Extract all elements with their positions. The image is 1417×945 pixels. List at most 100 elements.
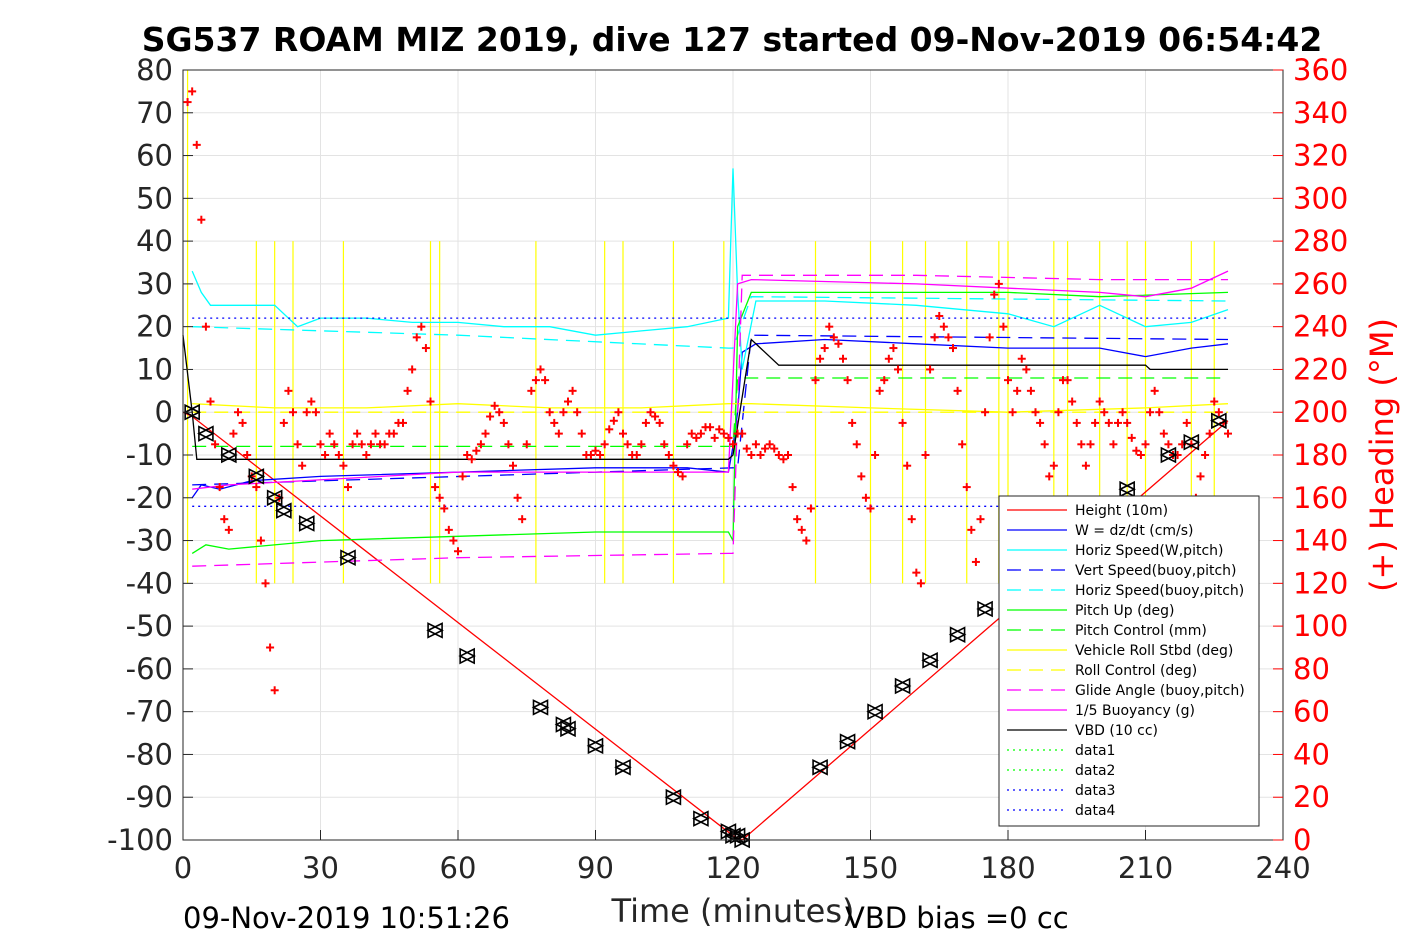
heading-point [600, 440, 609, 449]
heading-point [577, 429, 586, 438]
heading-point [1224, 429, 1232, 438]
depth-marker [866, 703, 884, 720]
series-line [192, 377, 1228, 448]
legend-label: Vert Speed(buoy,pitch) [1075, 563, 1237, 579]
depth-marker [692, 810, 710, 827]
legend-label: data3 [1075, 783, 1115, 799]
depth-marker-right [867, 703, 884, 720]
heading-point [252, 483, 261, 492]
heading-point [504, 440, 513, 449]
heading-point [541, 376, 550, 385]
y-tick-label-left: -100 [107, 823, 173, 857]
heading-point [1114, 418, 1122, 427]
heading-point [839, 354, 847, 363]
heading-point [188, 87, 197, 96]
y-tick-label-left: 40 [136, 224, 173, 258]
heading-point [1054, 408, 1063, 417]
heading-point [765, 440, 774, 449]
legend-label: Horiz Speed(W,pitch) [1075, 543, 1223, 559]
heading-point [467, 455, 476, 464]
heading-point [1022, 365, 1031, 374]
heading-point [380, 440, 389, 449]
heading-point [284, 386, 293, 395]
series-layer [182, 70, 1232, 849]
heading-point [632, 451, 641, 459]
heading-point [1123, 418, 1132, 427]
heading-point [1214, 408, 1223, 417]
heading-point [637, 440, 646, 449]
legend-label: data2 [1075, 763, 1115, 779]
heading-point [197, 215, 206, 224]
heading-point [311, 408, 320, 417]
y-tick-label-left: 0 [155, 395, 173, 429]
heading-point [476, 440, 485, 449]
depth-marker [948, 626, 967, 643]
heading-point [1063, 376, 1072, 385]
heading-point [1004, 376, 1012, 385]
y-tick-label-right: 0 [1293, 823, 1311, 857]
x-tick-label: 150 [843, 851, 898, 885]
heading-point [440, 504, 449, 513]
depth-marker [197, 425, 215, 442]
depth-marker [339, 549, 357, 566]
y-tick-label-left: 30 [136, 267, 173, 301]
depth-marker-right [894, 677, 912, 695]
y-tick-label-right: 240 [1293, 310, 1348, 344]
heading-point [788, 483, 797, 492]
heading-point [1136, 451, 1145, 459]
y-tick-label-left: -40 [126, 566, 173, 600]
heading-point [651, 412, 660, 421]
heading-point [1127, 433, 1136, 442]
y-tick-label-right: 300 [1293, 181, 1348, 215]
heading-point [1068, 397, 1077, 406]
heading-point [939, 322, 948, 331]
heading-point [463, 451, 472, 459]
x-tick-label: 90 [577, 851, 614, 885]
heading-point [1146, 408, 1155, 417]
heading-point [935, 311, 944, 320]
depth-marker-right [340, 549, 357, 566]
series-line [191, 168, 1229, 370]
heading-point [779, 455, 788, 464]
legend-box [998, 495, 1260, 827]
heading-point [536, 365, 545, 374]
heading-point [513, 493, 522, 502]
heading-point [875, 386, 884, 395]
heading-point [894, 365, 902, 374]
depth-marker-right [1183, 433, 1201, 451]
y-tick-label-left: -80 [126, 737, 173, 771]
y-tick-label-right: 360 [1293, 53, 1348, 87]
y-tick-label-left: -50 [126, 609, 173, 643]
depth-marker-right [198, 425, 215, 442]
heading-point [215, 483, 224, 492]
heading-point [843, 376, 852, 385]
footer-vbd-bias: VBD bias =0 cc [845, 901, 1069, 935]
heading-point [678, 472, 687, 481]
heading-point [509, 461, 517, 470]
heading-point [696, 429, 705, 438]
heading-point [669, 461, 678, 470]
heading-point [1109, 440, 1118, 449]
x-tick-label: 60 [440, 851, 477, 885]
heading-point [793, 515, 802, 524]
depth-marker [458, 647, 476, 665]
heading-point [710, 433, 719, 442]
heading-point [554, 429, 563, 438]
heading-point [1017, 354, 1026, 363]
series-line [192, 296, 1229, 349]
legend-label: data1 [1075, 743, 1115, 759]
heading-point [953, 386, 962, 395]
heading-point [609, 416, 618, 425]
heading-point [655, 418, 664, 427]
y-tick-label-right: 20 [1293, 780, 1330, 814]
y-tick-label-right: 40 [1293, 737, 1330, 771]
heading-point [811, 376, 820, 385]
heading-point [646, 408, 655, 417]
heading-point [344, 483, 352, 492]
heading-point [921, 451, 930, 459]
heading-point [674, 468, 682, 477]
depth-marker [559, 720, 577, 738]
heading-point [623, 440, 632, 449]
heading-point [201, 322, 210, 331]
heading-point [1132, 446, 1141, 455]
